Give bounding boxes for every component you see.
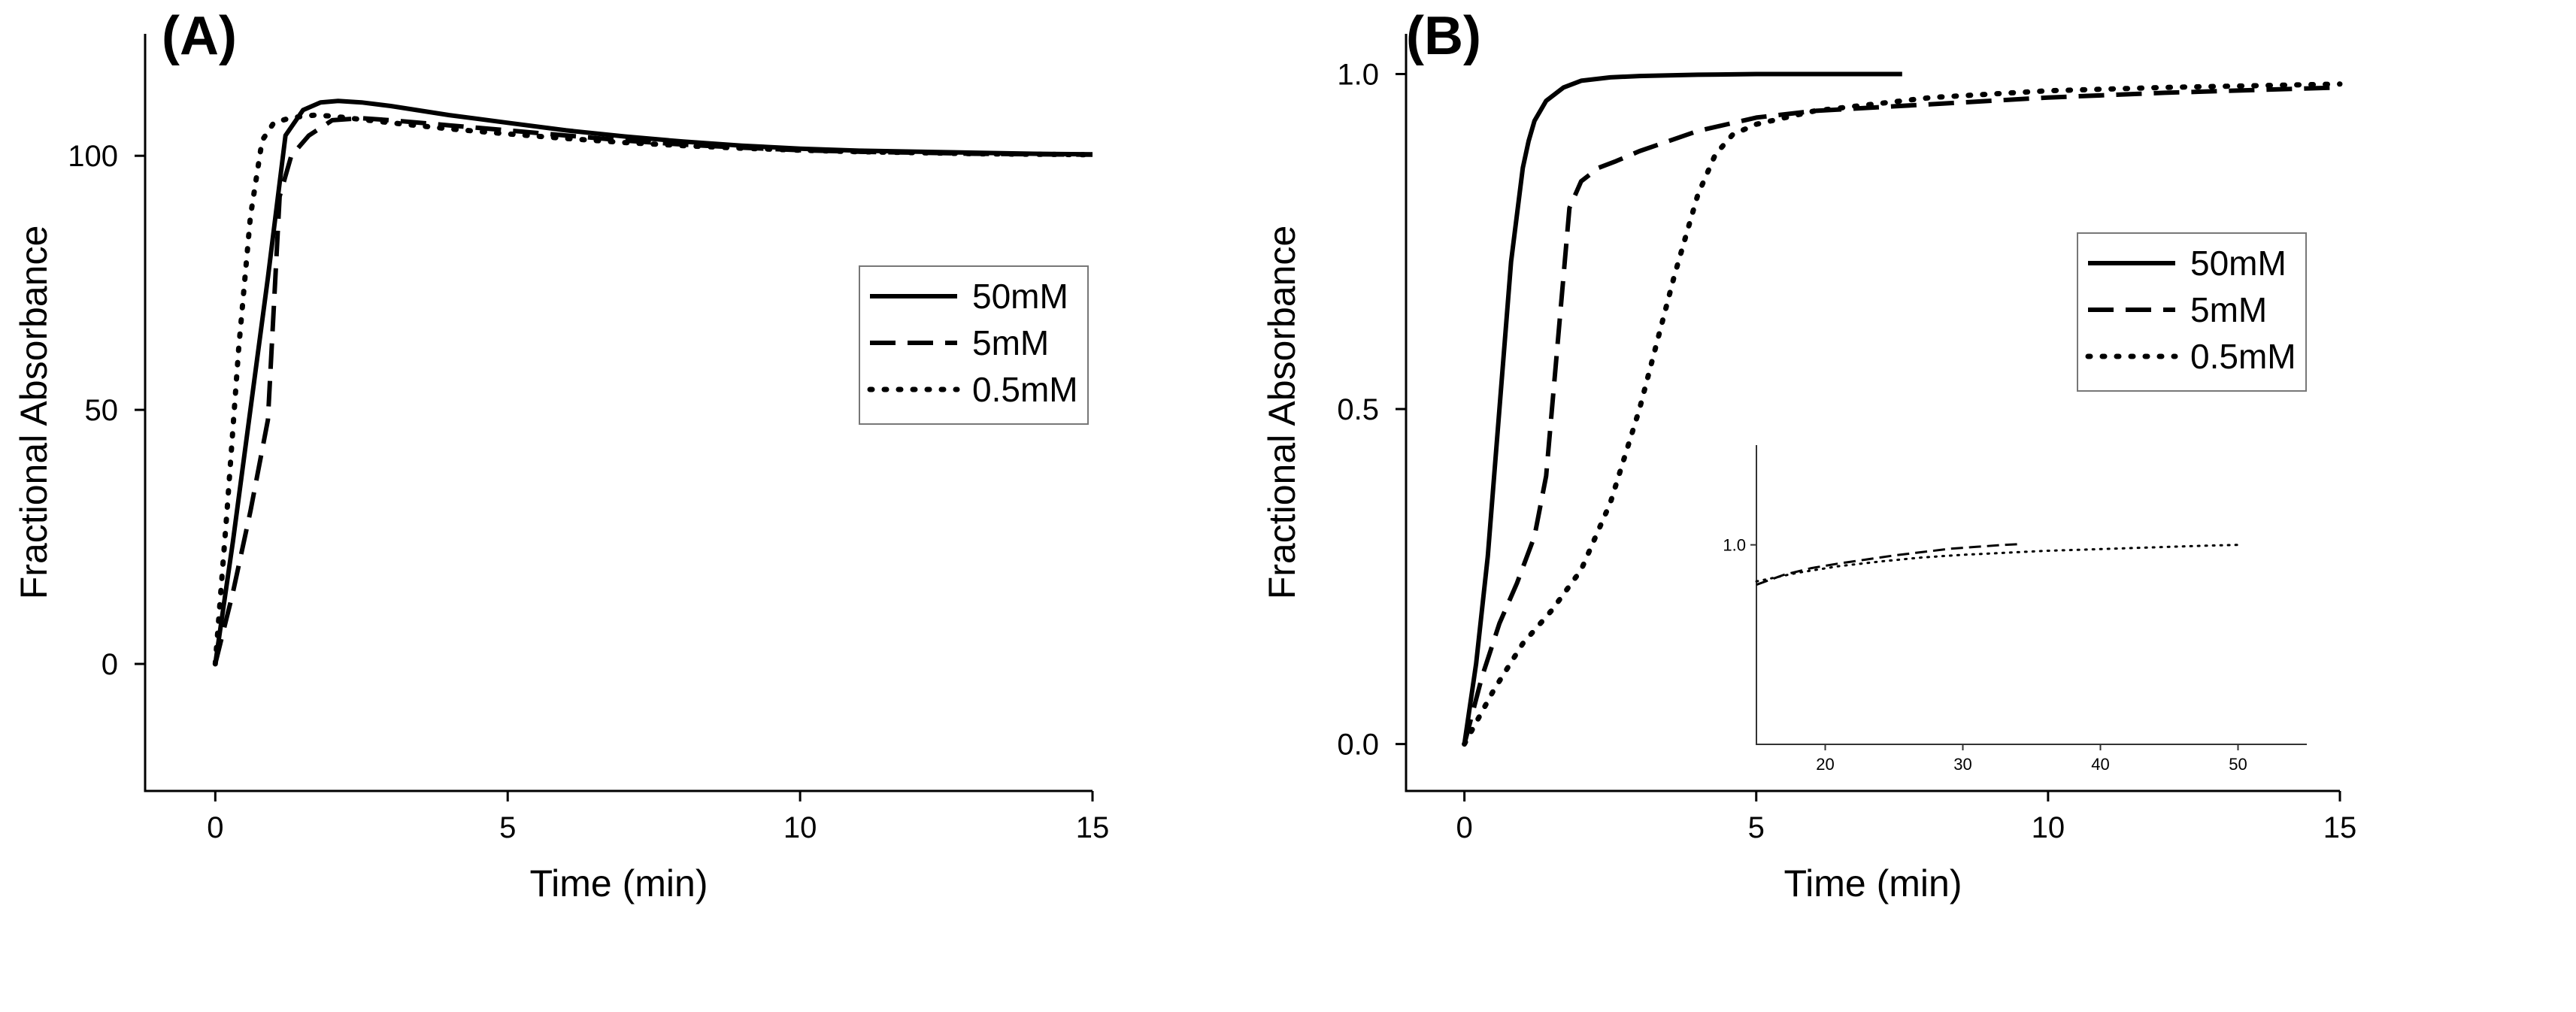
x-tick-label: 10 <box>783 811 817 844</box>
main-series-5mm <box>1462 85 2341 745</box>
axes-frame <box>1405 34 2340 792</box>
y-tick-label: 1.0 <box>1337 58 1379 91</box>
main-series-50mm <box>213 98 1093 665</box>
x-tick-label: 15 <box>1076 811 1110 844</box>
panel-b: 0 5 10 15 0.0 0.5 1.0 Time (min) Fractional Abso… <box>1261 6 2356 904</box>
inset-series-5mm <box>1756 543 2018 586</box>
legend-label: 5mM <box>2190 290 2267 329</box>
inset-x-tick-label: 20 <box>1816 755 1834 774</box>
inset: 20 30 40 50 1.0 <box>1723 445 2307 774</box>
inset-y-tick-label: 1.0 <box>1723 536 1746 555</box>
main-series-5mm <box>213 116 1093 665</box>
inset-x-tick-label: 40 <box>2091 755 2109 774</box>
panel-a: 0 5 10 15 0 50 100 Time (min) Fractional Absorba… <box>13 6 1109 904</box>
inset-x-tick-label: 30 <box>1953 755 1971 774</box>
y-tick-label: 0.5 <box>1337 393 1379 426</box>
x-axis-label: Time (min) <box>529 862 708 904</box>
x-tick-label: 0 <box>207 811 223 844</box>
legend-box <box>859 265 1089 425</box>
panel-label: (A) <box>162 6 237 66</box>
main-series-50mm <box>1462 71 1902 745</box>
y-axis-label: Fractional Absorbance <box>13 226 55 600</box>
inset-x-tick-label: 50 <box>2229 755 2247 774</box>
inset-series-0-5mm <box>1755 544 2239 583</box>
y-tick-label: 50 <box>85 394 119 427</box>
legend-label: 50mM <box>972 277 1068 316</box>
legend-label: 0.5mM <box>972 370 1078 409</box>
axes-frame <box>144 34 1093 792</box>
y-tick-label: 100 <box>68 140 118 173</box>
y-tick-label: 0.0 <box>1337 729 1379 762</box>
x-tick-label: 5 <box>499 811 516 844</box>
legend-box <box>2077 232 2307 392</box>
legend-label: 0.5mM <box>2190 337 2296 376</box>
x-tick-label: 0 <box>1456 811 1473 844</box>
x-axis-label: Time (min) <box>1784 862 1962 904</box>
y-axis-label: Fractional Absorbance <box>1261 226 1303 600</box>
legend-label: 50mM <box>2190 244 2287 283</box>
legend: 50mM 5mM 0.5mM <box>2077 232 2307 392</box>
inset-axes-frame <box>1756 445 2307 745</box>
panel-label: (B) <box>1406 6 1481 66</box>
legend-label: 5mM <box>972 323 1049 362</box>
x-tick-label: 15 <box>2323 811 2357 844</box>
x-tick-label: 10 <box>2032 811 2065 844</box>
y-tick-label: 0 <box>102 648 118 681</box>
x-tick-label: 5 <box>1748 811 1765 844</box>
legend: 50mM 5mM 0.5mM <box>859 265 1089 425</box>
main-series-0-5mm <box>212 112 1096 667</box>
main-series-0-5mm <box>1462 81 2343 747</box>
